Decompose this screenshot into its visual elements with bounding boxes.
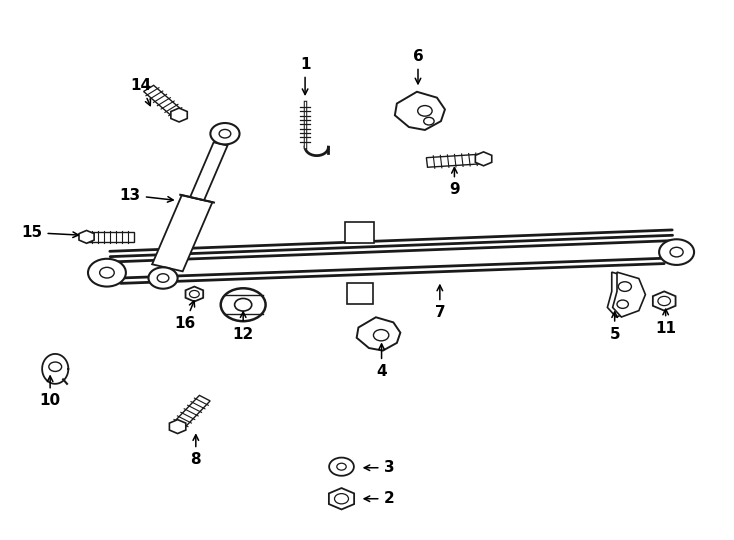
Polygon shape xyxy=(190,143,228,200)
Text: 12: 12 xyxy=(233,312,254,342)
Polygon shape xyxy=(426,154,484,167)
Text: 6: 6 xyxy=(413,49,424,84)
Text: 15: 15 xyxy=(21,225,79,240)
Polygon shape xyxy=(144,85,184,118)
Polygon shape xyxy=(608,272,640,317)
Text: 10: 10 xyxy=(40,376,61,408)
Circle shape xyxy=(424,117,434,125)
Circle shape xyxy=(49,362,62,372)
Polygon shape xyxy=(186,287,203,301)
Polygon shape xyxy=(357,317,400,350)
Circle shape xyxy=(617,300,628,308)
Circle shape xyxy=(211,123,239,144)
Circle shape xyxy=(618,282,631,292)
Text: 8: 8 xyxy=(191,435,201,467)
Circle shape xyxy=(157,274,169,282)
Text: 9: 9 xyxy=(449,167,459,197)
Circle shape xyxy=(658,296,670,306)
Circle shape xyxy=(100,267,115,278)
Text: 13: 13 xyxy=(120,188,173,202)
Circle shape xyxy=(189,291,199,298)
Text: 7: 7 xyxy=(435,285,445,320)
Polygon shape xyxy=(613,272,645,317)
Polygon shape xyxy=(87,232,134,242)
Polygon shape xyxy=(395,92,445,130)
Circle shape xyxy=(670,247,683,257)
Bar xyxy=(345,222,374,244)
Circle shape xyxy=(235,299,252,311)
Circle shape xyxy=(329,457,354,476)
Polygon shape xyxy=(329,488,354,509)
Text: 2: 2 xyxy=(364,491,394,506)
Text: 16: 16 xyxy=(174,301,195,331)
Text: 1: 1 xyxy=(299,57,310,94)
Polygon shape xyxy=(476,152,492,166)
Circle shape xyxy=(148,267,178,289)
Circle shape xyxy=(337,463,346,470)
Polygon shape xyxy=(152,195,212,272)
Circle shape xyxy=(221,288,266,321)
Text: 11: 11 xyxy=(655,309,676,336)
Circle shape xyxy=(659,239,694,265)
Text: 14: 14 xyxy=(131,78,152,106)
Circle shape xyxy=(418,106,432,116)
Circle shape xyxy=(219,130,230,138)
Circle shape xyxy=(374,329,389,341)
Circle shape xyxy=(88,259,126,287)
Polygon shape xyxy=(172,395,210,429)
Circle shape xyxy=(335,494,349,504)
Text: 4: 4 xyxy=(377,344,387,379)
Polygon shape xyxy=(653,292,675,310)
Text: 3: 3 xyxy=(364,460,394,475)
Text: 5: 5 xyxy=(609,312,620,342)
Bar xyxy=(346,284,373,303)
Polygon shape xyxy=(42,354,68,384)
Polygon shape xyxy=(170,420,186,434)
Polygon shape xyxy=(171,108,187,122)
Polygon shape xyxy=(79,231,94,244)
